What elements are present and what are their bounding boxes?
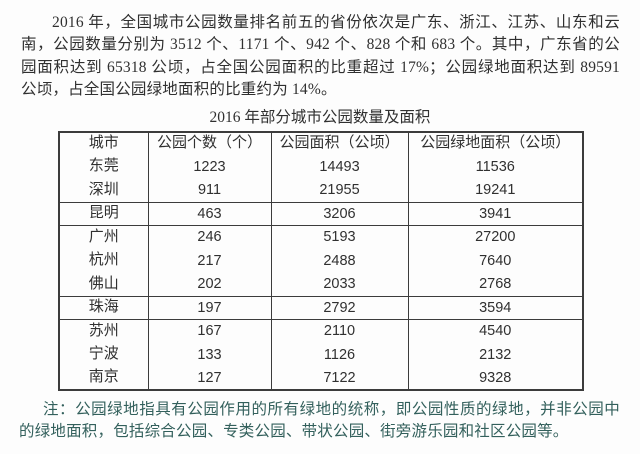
value-cell: 7640 [407,249,583,273]
value-cell: 2132 [407,343,583,367]
value-cell: 2792 [270,295,408,320]
table-row: 珠海 197 2792 3594 [59,295,583,320]
city-name-cell: 昆明 [59,201,148,226]
city-name-cell: 佛山 [88,275,119,292]
column-header: 公园个数（个） [147,131,271,156]
table-title: 2016 年部分城市公园数量及面积 [209,108,431,126]
table-row: 南京 127 7122 9328 [59,366,583,391]
value-cell: 246 [147,225,271,250]
value-cell: 27200 [407,225,583,250]
table-row: 广州 246 5193 27200 [59,225,583,250]
value-cell: 217 [147,249,271,273]
value-cell: 2110 [270,319,408,344]
city-name-cell: 广州 [59,225,148,250]
value-cell: 11536 [407,155,583,179]
value-cell: 7122 [270,366,408,391]
value-cell: 9328 [407,366,583,391]
table-row: 宁波 133 1126 2132 [59,343,583,367]
value-cell: 202 [147,272,271,297]
footnote: 注：公园绿地指具有公园作用的所有绿地的统称，即公园性质的绿地，并非公园中的绿地面… [19,401,620,441]
city-name-cell: 珠海 [59,295,148,320]
value-cell: 1223 [147,155,271,179]
city-name-cell: 苏州 [59,319,148,344]
intro-paragraph: 2016 年，全国城市公园数量排名前五的省份依次是广东、浙江、江苏、山东和云南，… [21,14,620,99]
table-row: 深圳 911 21955 19241 [59,178,583,203]
column-header: 城市 [88,135,119,152]
city-name-cell: 宁波 [88,346,119,363]
city-name-cell: 东莞 [88,158,119,175]
value-cell: 3594 [407,295,583,320]
value-cell: 21955 [270,178,408,203]
value-cell: 133 [147,343,271,367]
column-header: 公园面积（公顷） [270,131,408,156]
value-cell: 463 [147,201,271,226]
value-cell: 4540 [407,319,583,344]
value-cell: 5193 [270,225,408,250]
table-row: 佛山 202 2033 2768 [59,272,583,297]
value-cell: 3206 [270,201,408,226]
table-row: 杭州 217 2488 7640 [59,249,583,273]
city-table-body: 东莞 1223 14493 11536 深圳 911 21955 19241 昆明 463 3206… [59,155,583,391]
value-cell: 1126 [270,343,408,367]
value-cell: 2768 [407,272,583,297]
city-parks-table: 城市 公园个数（个） 公园面积（公顷） 公园绿地面积（公顷） 东莞 1223 14493 1… [58,130,584,392]
value-cell: 911 [147,178,271,203]
value-cell: 167 [147,319,271,344]
city-name-cell: 杭州 [88,252,119,269]
city-name-cell: 南京 [88,369,119,386]
value-cell: 197 [147,295,271,320]
column-header: 公园绿地面积（公顷） [407,131,583,156]
table-header-row: 城市 公园个数（个） 公园面积（公顷） 公园绿地面积（公顷） [59,131,583,156]
document-page: 2016 年，全国城市公园数量排名前五的省份依次是广东、浙江、江苏、山东和云南，… [0,12,640,454]
value-cell: 127 [147,366,271,391]
value-cell: 2488 [270,249,408,273]
value-cell: 14493 [270,155,408,179]
table-row: 东莞 1223 14493 11536 [59,155,583,179]
value-cell: 2033 [270,272,408,297]
value-cell: 19241 [407,178,583,203]
table-row: 苏州 167 2110 4540 [59,319,583,344]
table-row: 昆明 463 3206 3941 [59,201,583,226]
city-name-cell: 深圳 [88,181,119,198]
value-cell: 3941 [407,201,583,226]
